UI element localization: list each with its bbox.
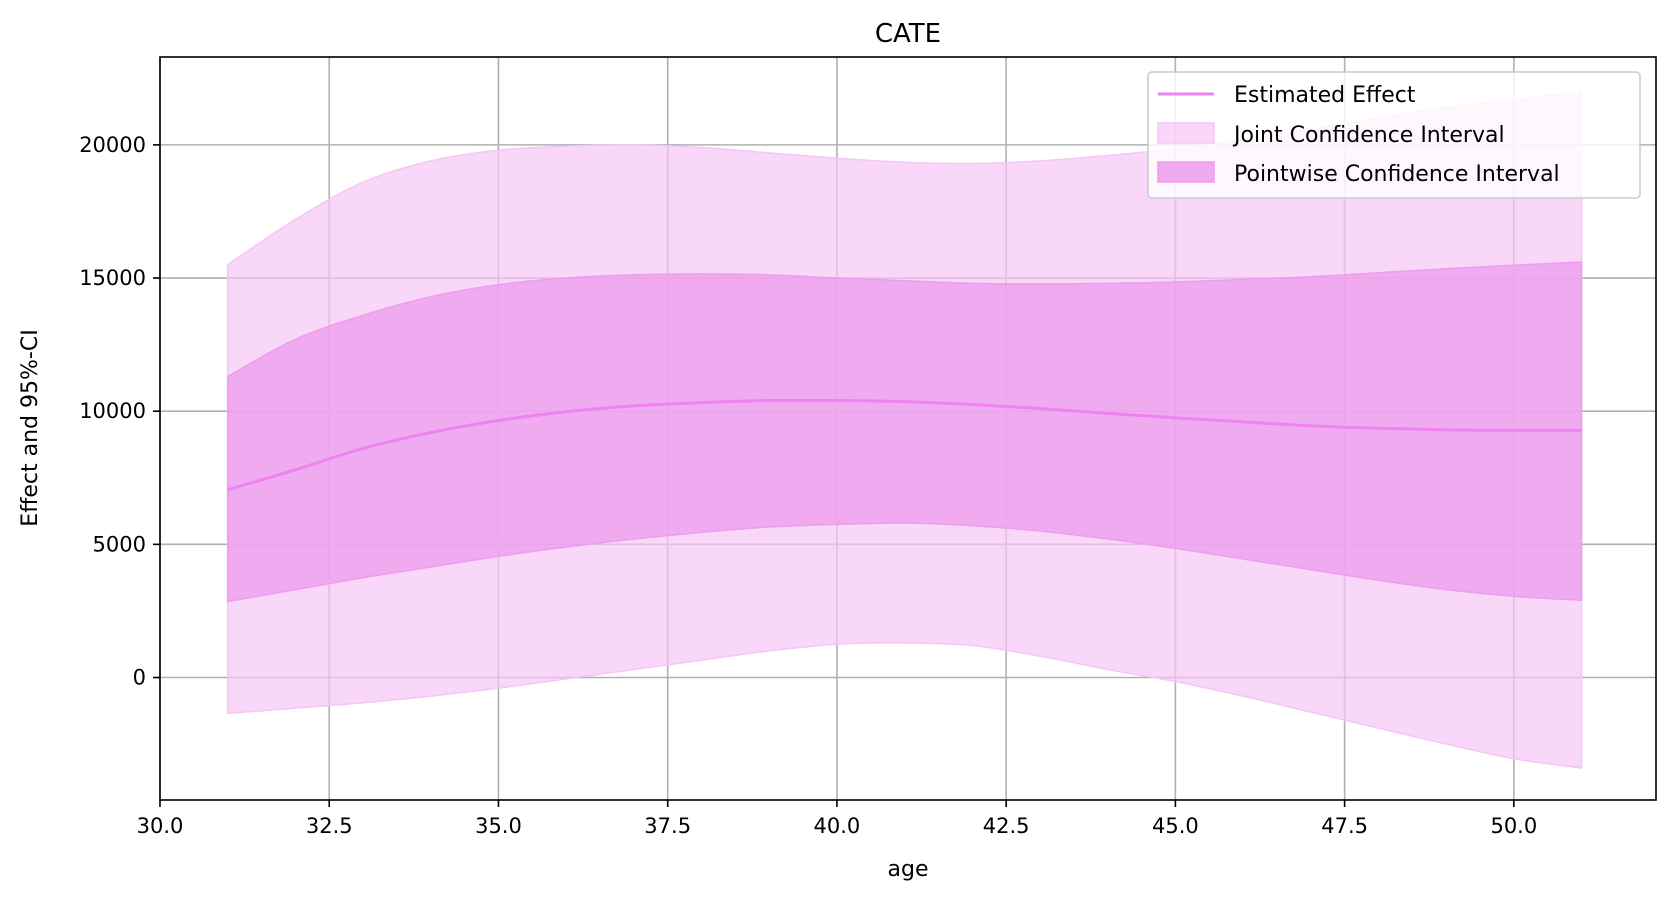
- x-tick-label: 37.5: [644, 814, 691, 838]
- y-tick-label: 15000: [79, 266, 146, 290]
- confidence-bands: [226, 90, 1583, 769]
- pointwise-ci-band: [226, 261, 1583, 603]
- x-tick-label: 45.0: [1152, 814, 1199, 838]
- legend-label-estimated-effect: Estimated Effect: [1234, 83, 1416, 108]
- y-tick-label: 5000: [93, 532, 146, 556]
- x-tick-label: 50.0: [1490, 814, 1537, 838]
- estimated-effect-line: [227, 398, 1582, 492]
- x-tick-label: 42.5: [983, 814, 1030, 838]
- x-tick-label: 30.0: [137, 814, 184, 838]
- y-tick-label: 20000: [79, 133, 146, 157]
- x-tick-label: 32.5: [306, 814, 353, 838]
- x-axis-ticks: 30.0 32.5 35.0 37.5 40.0 42.5 45.0 47.5 50.0: [137, 800, 1537, 838]
- y-tick-label: 10000: [79, 399, 146, 423]
- effect-lines: [227, 398, 1582, 492]
- x-tick-label: 35.0: [475, 814, 522, 838]
- legend: Estimated Effect Joint Confidence Interv…: [1147, 71, 1641, 199]
- y-axis-ticks: 0 5000 10000 15000 20000: [79, 133, 160, 689]
- legend-swatch-joint-ci: [1157, 122, 1215, 144]
- legend-frame: [1147, 71, 1641, 199]
- x-axis-label: age: [888, 857, 929, 882]
- x-tick-label: 40.0: [814, 814, 861, 838]
- chart-title: CATE: [875, 19, 941, 49]
- y-axis-label: Effect and 95%-CI: [18, 329, 43, 526]
- legend-label-joint-ci: Joint Confidence Interval: [1232, 123, 1505, 148]
- plot-frame: [159, 56, 1657, 801]
- legend-label-pointwise-ci: Pointwise Confidence Interval: [1234, 162, 1560, 187]
- legend-swatch-pointwise-ci: [1157, 161, 1215, 183]
- x-tick-label: 47.5: [1321, 814, 1368, 838]
- y-tick-label: 0: [133, 665, 146, 689]
